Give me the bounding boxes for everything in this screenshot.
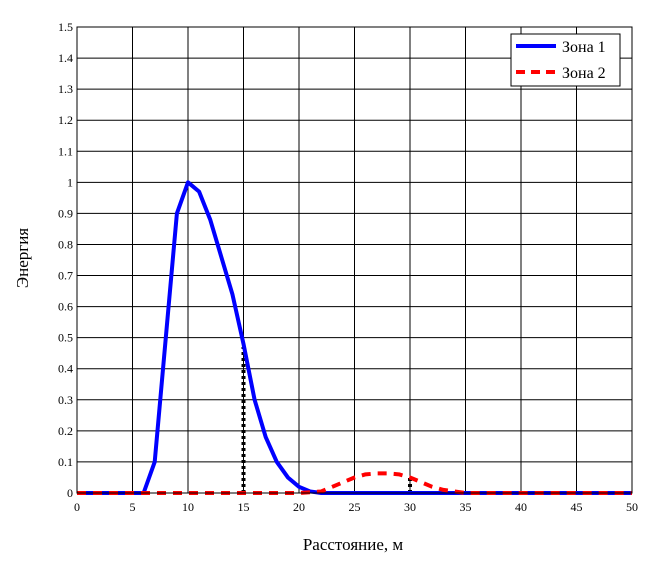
x-tick-label: 35 [460,500,472,514]
x-tick-label: 40 [515,500,527,514]
x-tick-label: 0 [74,500,80,514]
x-tick-labels: 0 5 10 15 20 25 30 35 40 45 50 [74,500,638,514]
y-tick-label: 1.2 [58,113,73,127]
series-line-2 [77,471,632,495]
y-tick-label: 0.6 [58,300,73,314]
legend-label-zone2: Зона 2 [562,65,606,82]
x-tick-label: 50 [626,500,638,514]
y-tick-label: 0.3 [58,393,73,407]
y-tick-label: 0.5 [58,331,73,345]
y-tick-label: 1 [67,175,73,189]
y-tick-label: 1.4 [58,51,73,65]
y-tick-labels: 0 0.1 0.2 0.3 0.4 0.5 0.6 0.7 0.8 0.9 1 1.1 1.2 1.3 1.… [58,20,73,500]
plot-border [76,26,633,494]
y-tick-label: 0 [67,486,73,500]
x-axis-title: Расстояние, м [303,535,404,554]
y-tick-label: 0.4 [58,362,73,376]
x-tick-label: 15 [238,500,250,514]
y-tick-label: 0.9 [58,206,73,220]
legend-label-zone1: Зона 1 [562,39,606,56]
y-tick-label: 0.8 [58,237,73,251]
x-tick-label: 30 [404,500,416,514]
x-tick-label: 20 [293,500,305,514]
y-axis-title: Энергия [13,228,32,288]
legend: Зона 1 Зона 2 [510,33,621,87]
y-tick-label: 1.1 [58,144,73,158]
x-tick-label: 5 [130,500,136,514]
y-tick-label: 0.2 [58,424,73,438]
x-tick-label: 10 [182,500,194,514]
grid [76,26,633,494]
x-tick-label: 25 [349,500,361,514]
y-tick-label: 1.5 [58,20,73,34]
y-tick-label: 1.3 [58,82,73,96]
legend-box [510,33,621,87]
y-tick-label: 0.1 [58,455,73,469]
y-tick-label: 0.7 [58,269,73,283]
annotations [241,346,412,493]
x-tick-label: 45 [571,500,583,514]
